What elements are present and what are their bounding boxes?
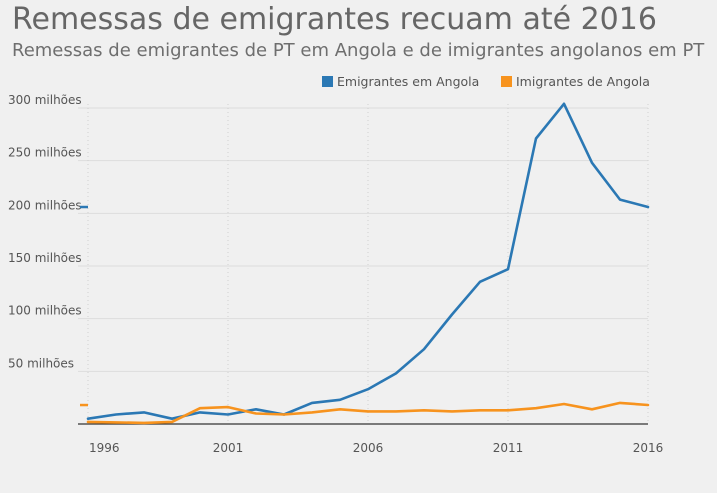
y-tick-label: 250 milhões (8, 146, 82, 160)
legend-item-imigrantes: Imigrantes de Angola (501, 74, 650, 89)
legend-label-emigrantes: Emigrantes em Angola (337, 74, 480, 89)
legend-item-emigrantes: Emigrantes em Angola (322, 74, 479, 89)
legend-label-imigrantes: Imigrantes de Angola (516, 74, 650, 89)
chart-subtitle: Remessas de emigrantes de PT em Angola e… (12, 40, 705, 61)
legend-swatch-imigrantes (501, 76, 512, 87)
x-tick-label: 2001 (213, 441, 244, 455)
x-tick-label: 2011 (493, 441, 524, 455)
x-tick-label: 1996 (89, 441, 120, 455)
legend-swatch-emigrantes (322, 76, 333, 87)
y-tick-label: 100 milhões (8, 304, 82, 318)
chart-title: Remessas de emigrantes recuam até 2016 (12, 2, 657, 37)
x-tick-label: 2016 (633, 441, 664, 455)
series-line (86, 401, 650, 425)
y-tick-label: 50 milhões (8, 356, 74, 370)
y-tick-label: 300 milhões (8, 93, 82, 107)
y-tick-label: 150 milhões (8, 251, 82, 265)
y-tick-label: 200 milhões (8, 198, 82, 212)
x-tick-label: 2006 (353, 441, 384, 455)
